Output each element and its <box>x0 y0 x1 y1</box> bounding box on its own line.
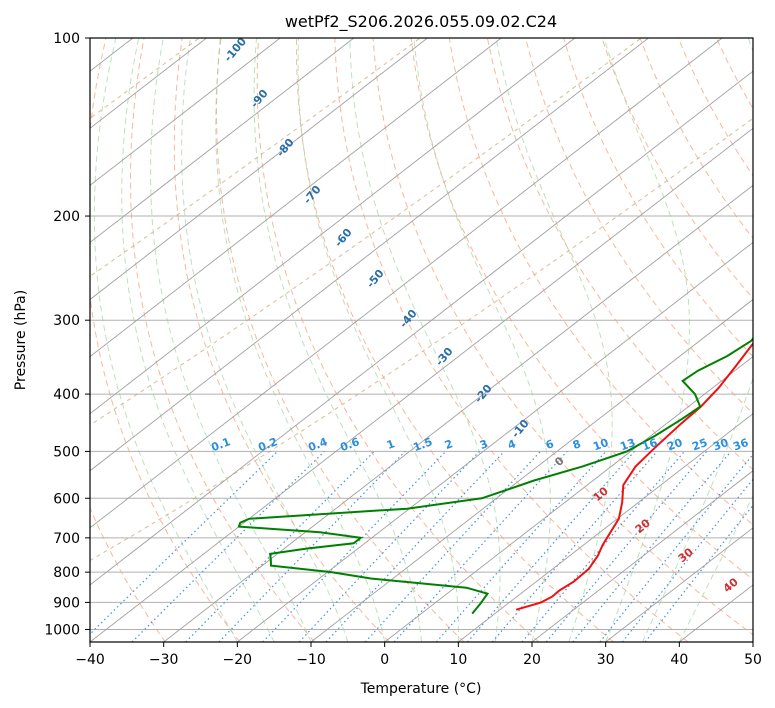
mixing-ratio-label: 16 <box>640 436 659 454</box>
y-tick-label: 500 <box>53 444 80 460</box>
moist-adiabat <box>297 38 459 642</box>
dry-adiabat <box>90 506 166 642</box>
axes: −40 −30 −20 −10 0 10 20 30 40 5010020030040050060… <box>44 31 762 668</box>
mixing-ratio-label: 6 <box>544 437 556 452</box>
x-tick-label: 20 <box>523 652 541 668</box>
mixing-ratio-label: 0.4 <box>306 435 329 454</box>
x-tick-label: −10 <box>296 652 326 668</box>
dry-adiabat <box>90 38 241 642</box>
mixing-ratio-line <box>435 450 607 642</box>
x-tick-label: 30 <box>597 652 615 668</box>
y-tick-label: 900 <box>53 595 80 611</box>
moist-adiabat <box>150 38 312 642</box>
isotherm-line <box>90 38 502 358</box>
mixing-ratio-line <box>298 450 480 642</box>
isotherm-line <box>310 298 753 642</box>
mixing-ratio-line <box>393 450 568 642</box>
y-axis-label: Pressure (hPa) <box>13 290 29 390</box>
dry-adiabat <box>410 38 753 581</box>
moist-adiabat <box>495 38 613 642</box>
isotherm-line <box>90 38 723 529</box>
dewpoint-line <box>237 336 753 615</box>
dry-adiabat <box>173 38 390 642</box>
isotherm-line <box>90 38 428 301</box>
isotherm-line <box>237 241 753 642</box>
mixing-ratio-label: 1 <box>385 437 397 452</box>
x-tick-label: 50 <box>744 652 762 668</box>
y-tick-label: 700 <box>53 531 80 547</box>
y-tick-label: 600 <box>53 491 80 507</box>
mixing-ratio-label: 3 <box>478 437 490 452</box>
mixing-ratio-line <box>218 450 406 642</box>
isotherm-line <box>163 184 753 642</box>
x-axis-label: Temperature (°C) <box>360 681 482 697</box>
moist-adiabat <box>215 38 386 642</box>
x-tick-label: −20 <box>223 652 253 668</box>
isotherm-line <box>90 38 649 472</box>
moist-adiabat <box>181 38 349 642</box>
moist-adiabat <box>253 38 422 642</box>
y-tick-label: 200 <box>53 209 80 225</box>
dry-adiabat <box>129 38 316 642</box>
mixing-ratio-label: 8 <box>571 437 583 452</box>
dry-adiabat <box>215 38 465 642</box>
mixing-ratio-label: 0.2 <box>256 435 279 454</box>
dry-adiabat <box>334 38 689 642</box>
mixing-ratio-label: 10 <box>591 436 610 454</box>
mixing-ratio-label: 25 <box>690 436 709 453</box>
moist-adiabat <box>603 38 690 642</box>
x-tick-label: −30 <box>149 652 179 668</box>
moist-adiabat <box>93 38 238 642</box>
isotherm-line <box>90 38 355 243</box>
x-tick-label: 40 <box>670 652 688 668</box>
y-tick-label: 100 <box>53 31 80 47</box>
mixing-ratio-label: 30 <box>711 436 730 454</box>
mixing-ratio-line <box>325 450 505 642</box>
isotherm-line <box>384 356 753 642</box>
dry-adiabat <box>256 38 540 642</box>
mixing-ratio-label: 13 <box>618 436 637 453</box>
y-tick-label: 800 <box>53 565 80 581</box>
mixing-ratio-line <box>262 450 447 642</box>
moist-adiabat <box>349 38 501 642</box>
mixing-ratio-label: 0.6 <box>338 435 361 454</box>
mixing-ratio-label: 36 <box>731 436 750 454</box>
isotherm-line <box>605 527 753 642</box>
x-tick-label: 0 <box>380 652 389 668</box>
mixing-ratio-line <box>364 450 541 642</box>
mixing-ratio-line <box>185 450 375 642</box>
y-tick-label: 400 <box>53 387 80 403</box>
y-tick-label: 1000 <box>44 622 80 638</box>
mixing-ratio-line <box>621 478 753 642</box>
plot-frame <box>89 37 754 643</box>
x-tick-label: 10 <box>449 652 467 668</box>
mixing-ratio-line <box>491 451 658 642</box>
isotherm-line <box>458 413 753 642</box>
moist-adiabat <box>121 38 275 642</box>
data-series <box>237 336 753 615</box>
isotherm-line <box>90 127 753 642</box>
moist-adiabat <box>413 38 551 642</box>
chart-title: wetPf2_S206.2026.055.09.02.C24 <box>285 12 557 32</box>
mixing-ratio-line <box>599 453 753 642</box>
isotherm-line <box>90 38 281 186</box>
mixing-ratio-label: 4 <box>506 437 518 452</box>
isotherm-line <box>90 38 576 415</box>
dry-adiabat <box>448 38 753 526</box>
mixing-ratio-label: 0.1 <box>209 435 232 454</box>
mixing-ratio-label: 20 <box>665 436 684 454</box>
x-tick-label: −40 <box>75 652 105 668</box>
dry-adiabat <box>296 38 614 642</box>
mixing-ratio-label: 1.5 <box>411 435 434 454</box>
y-tick-label: 300 <box>53 313 80 329</box>
isotherm-line <box>531 470 753 642</box>
background-lines <box>90 38 753 642</box>
dry-adiabat <box>486 38 753 471</box>
mixing-ratio-label: 2 <box>443 437 455 452</box>
isotherm-line <box>90 70 753 586</box>
